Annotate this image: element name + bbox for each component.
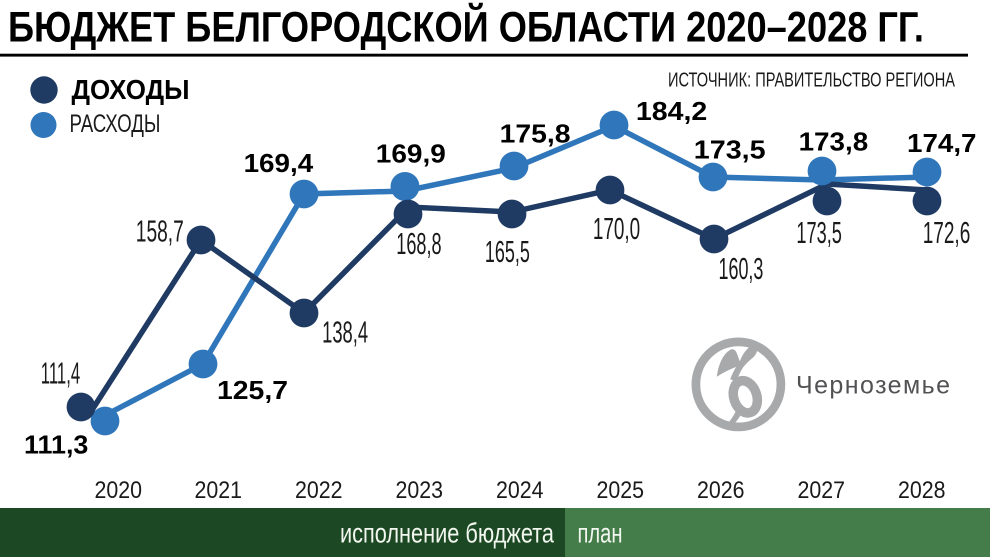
svg-text:111,4: 111,4 bbox=[41, 355, 80, 390]
svg-text:2023: 2023 bbox=[396, 477, 444, 504]
svg-text:Черноземье: Черноземье bbox=[796, 372, 950, 400]
svg-text:173,8: 173,8 bbox=[799, 127, 869, 157]
svg-text:РАСХОДЫ: РАСХОДЫ bbox=[70, 110, 161, 138]
svg-text:173,5: 173,5 bbox=[694, 135, 766, 165]
svg-text:138,4: 138,4 bbox=[322, 315, 368, 350]
svg-text:2028: 2028 bbox=[898, 477, 946, 504]
svg-text:2021: 2021 bbox=[195, 477, 243, 504]
svg-text:БЮДЖЕТ БЕЛГОРОДСКОЙ ОБЛАСТИ 20: БЮДЖЕТ БЕЛГОРОДСКОЙ ОБЛАСТИ 2020–2028 ГГ… bbox=[8, 3, 924, 52]
svg-text:125,7: 125,7 bbox=[217, 375, 288, 405]
svg-text:2027: 2027 bbox=[798, 477, 846, 504]
svg-text:ДОХОДЫ: ДОХОДЫ bbox=[72, 74, 190, 105]
svg-text:173,5: 173,5 bbox=[796, 215, 842, 250]
svg-text:2026: 2026 bbox=[697, 477, 745, 504]
svg-text:175,8: 175,8 bbox=[500, 119, 571, 149]
svg-text:169,9: 169,9 bbox=[376, 139, 446, 169]
svg-text:2020: 2020 bbox=[95, 477, 143, 504]
svg-text:2022: 2022 bbox=[295, 477, 343, 504]
svg-text:ИСТОЧНИК: ПРАВИТЕЛЬСТВО РЕГИОН: ИСТОЧНИК: ПРАВИТЕЛЬСТВО РЕГИОНА bbox=[668, 69, 955, 91]
svg-text:169,4: 169,4 bbox=[244, 148, 314, 178]
svg-text:2025: 2025 bbox=[597, 477, 645, 504]
svg-text:план: план bbox=[578, 518, 623, 549]
svg-text:184,2: 184,2 bbox=[636, 96, 707, 126]
svg-text:111,3: 111,3 bbox=[24, 429, 88, 459]
svg-text:160,3: 160,3 bbox=[719, 251, 764, 286]
svg-text:165,5: 165,5 bbox=[485, 234, 530, 269]
svg-text:174,7: 174,7 bbox=[907, 128, 977, 158]
svg-text:168,8: 168,8 bbox=[396, 226, 441, 261]
svg-text:170,0: 170,0 bbox=[593, 211, 640, 246]
svg-text:2024: 2024 bbox=[496, 477, 544, 504]
svg-text:172,6: 172,6 bbox=[923, 215, 971, 250]
svg-text:158,7: 158,7 bbox=[136, 214, 184, 249]
svg-text:исполнение бюджета: исполнение бюджета bbox=[340, 518, 554, 549]
